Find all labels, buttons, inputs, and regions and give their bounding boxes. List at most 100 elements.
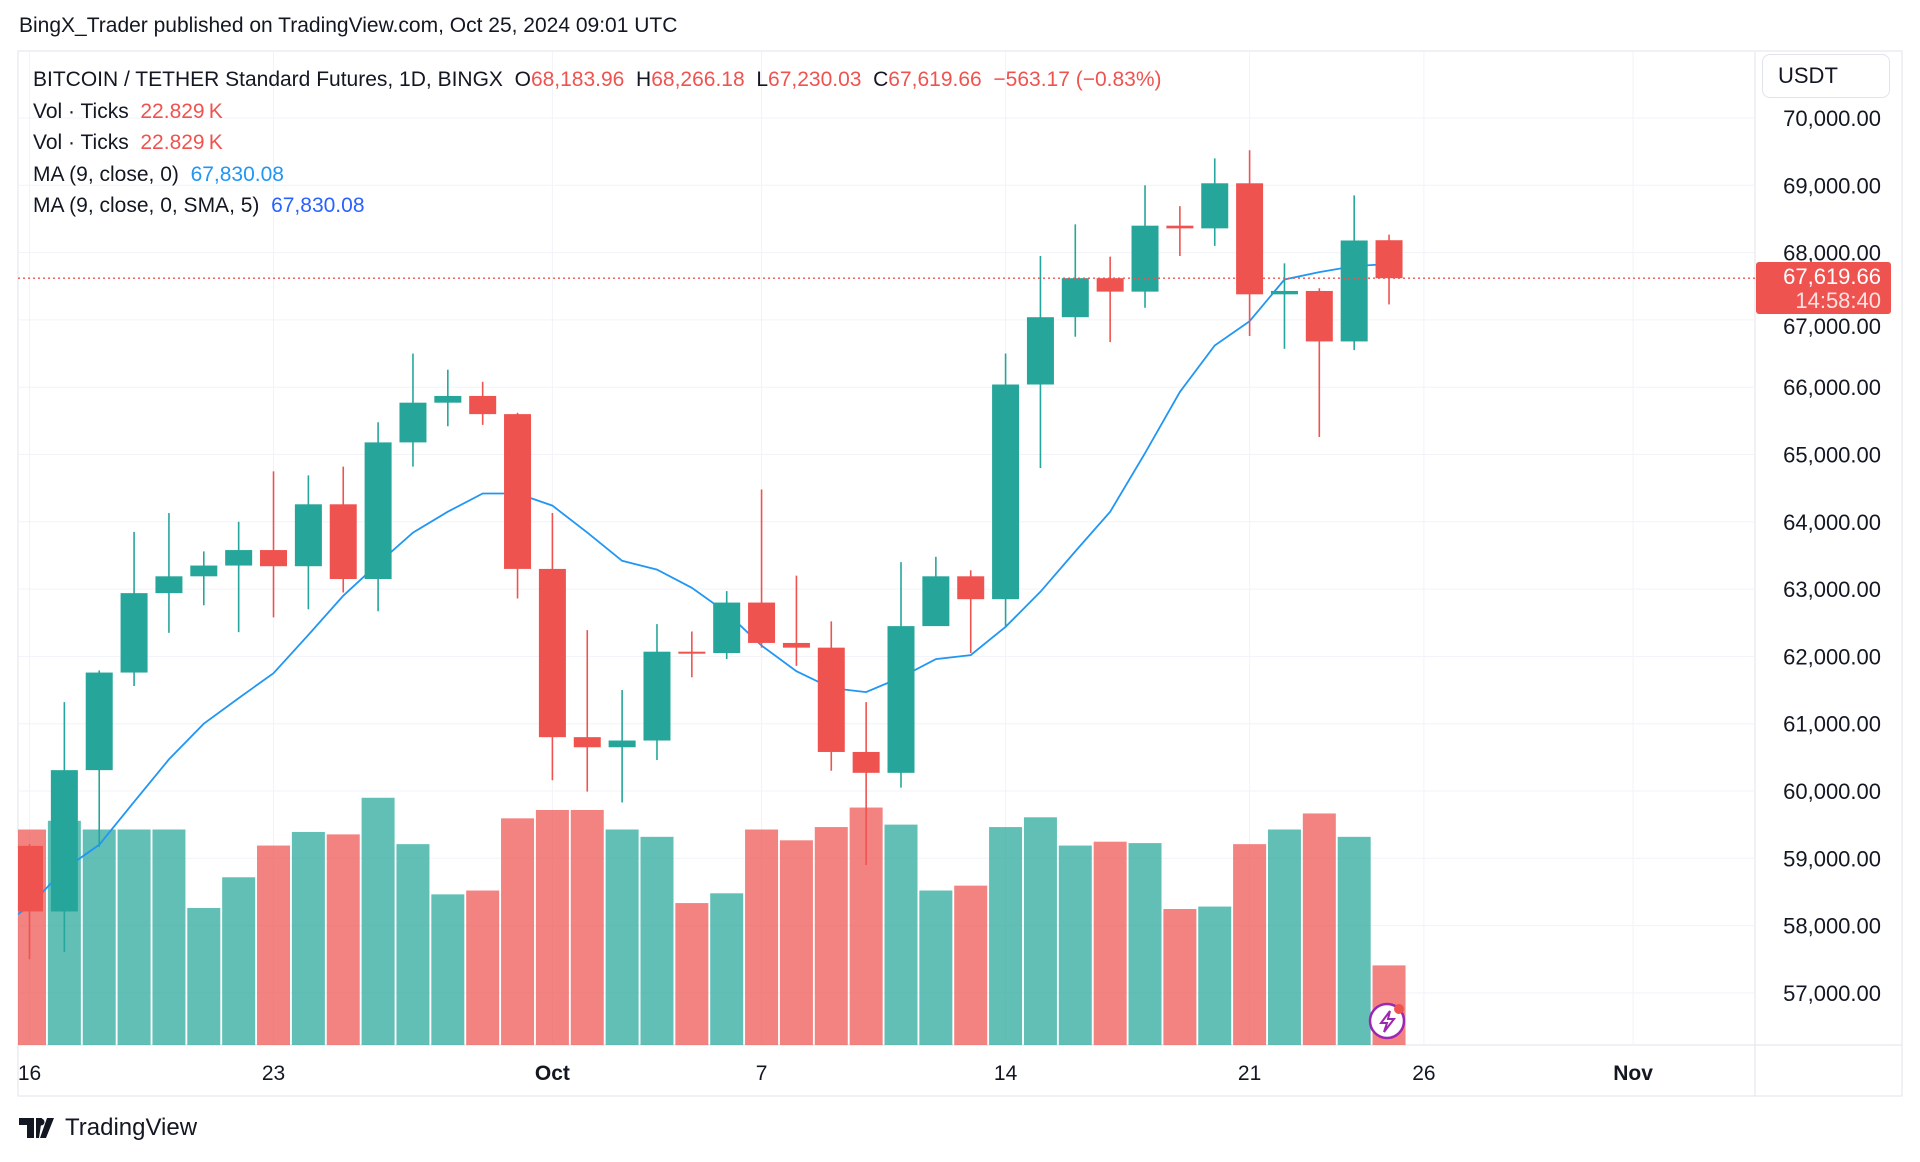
- volume-legend-2[interactable]: Vol · Ticks 22.829 K: [33, 127, 1162, 159]
- candle-body: [504, 414, 532, 569]
- symbol-legend[interactable]: BITCOIN / TETHER Standard Futures, 1D, B…: [33, 64, 1162, 96]
- x-tick-label: 21: [1238, 1062, 1261, 1085]
- low-label: L: [756, 68, 769, 91]
- candle-body: [1166, 225, 1194, 229]
- vol-value: 22.829 K: [140, 131, 223, 155]
- candle-body: [469, 395, 497, 415]
- candle-body: [294, 504, 322, 567]
- close-label: C: [873, 68, 889, 91]
- candle-body: [260, 550, 288, 567]
- ma-label: MA (9, close, 0, SMA, 5): [33, 194, 260, 218]
- high-value: 68,266.18: [651, 68, 745, 91]
- candles: [18, 150, 1403, 960]
- candle-body: [1131, 225, 1159, 292]
- volume-bar: [291, 831, 325, 1045]
- time-axis: 16 23 Oct 7 14 21 26 Nov: [18, 1062, 1653, 1085]
- volume-bar: [1233, 844, 1267, 1045]
- vol-label: Vol · Ticks: [33, 131, 129, 155]
- y-tick-label: 66,000.00: [1783, 375, 1881, 400]
- volume-bar: [884, 824, 918, 1045]
- volume-legend-1[interactable]: Vol · Ticks 22.829 K: [33, 96, 1162, 128]
- volume-bar: [1128, 843, 1162, 1045]
- y-tick-label: 69,000.00: [1783, 173, 1881, 198]
- volume-bar: [1058, 845, 1092, 1045]
- ma-legend-2[interactable]: MA (9, close, 0, SMA, 5) 67,830.08: [33, 190, 1162, 222]
- volume-bar: [675, 903, 709, 1045]
- y-tick-label: 58,000.00: [1783, 914, 1881, 939]
- volume-bar: [1337, 836, 1371, 1045]
- volume-bar: [396, 844, 430, 1045]
- candle-body: [817, 647, 845, 752]
- last-price-badge: [1756, 262, 1891, 314]
- candle-body: [1061, 278, 1089, 318]
- x-tick-label: 7: [756, 1062, 768, 1085]
- candle-body: [887, 626, 915, 773]
- volume-bar: [745, 829, 779, 1045]
- volume-bar: [222, 877, 256, 1045]
- volume-bars: [18, 797, 1406, 1045]
- change-value: −563.17 (−0.83%): [993, 68, 1162, 91]
- y-tick-label: 65,000.00: [1783, 443, 1881, 468]
- volume-bar: [814, 827, 848, 1045]
- close-value: 67,619.66: [888, 68, 982, 91]
- x-tick-label: 14: [994, 1062, 1018, 1085]
- vol-value: 22.829 K: [140, 99, 223, 123]
- x-tick-label: Oct: [535, 1062, 570, 1085]
- volume-bar: [1023, 817, 1057, 1045]
- candle-body: [155, 576, 183, 594]
- candle-body: [399, 402, 427, 443]
- volume-bar: [570, 809, 604, 1045]
- volume-bar: [1267, 829, 1301, 1045]
- y-tick-label: 64,000.00: [1783, 510, 1881, 535]
- candle-body: [643, 651, 671, 741]
- volume-bar: [640, 836, 674, 1045]
- brand-name: TradingView: [65, 1114, 198, 1141]
- volume-bar: [152, 829, 186, 1045]
- candle-body: [748, 602, 776, 643]
- candle-body: [1375, 240, 1403, 279]
- lightning-icon[interactable]: [1368, 1002, 1406, 1040]
- publisher-line: BingX_Trader published on TradingView.co…: [19, 14, 678, 37]
- x-tick-label: 26: [1412, 1062, 1435, 1085]
- candle-body: [713, 602, 741, 654]
- candle-body: [18, 845, 43, 912]
- candle-body: [329, 504, 357, 580]
- candle-body: [782, 642, 810, 648]
- y-tick-label: 59,000.00: [1783, 846, 1881, 871]
- volume-bar: [117, 829, 151, 1045]
- candle-body: [1236, 183, 1264, 295]
- tradingview-logo[interactable]: TradingView: [19, 1114, 197, 1142]
- candle-body: [225, 550, 253, 566]
- candle-body: [1026, 317, 1054, 385]
- candle-body: [852, 751, 880, 773]
- volume-bar: [535, 809, 569, 1045]
- y-tick-label: 63,000.00: [1783, 577, 1881, 602]
- candle-body: [120, 593, 148, 673]
- volume-bar: [1198, 906, 1232, 1045]
- chart-legend: BITCOIN / TETHER Standard Futures, 1D, B…: [33, 64, 1162, 222]
- candle-body: [957, 576, 985, 600]
- candle-body: [538, 568, 566, 738]
- volume-bar: [466, 890, 500, 1045]
- y-tick-label: 62,000.00: [1783, 644, 1881, 669]
- x-tick-label: Nov: [1613, 1062, 1653, 1085]
- y-tick-label: 67,000.00: [1783, 314, 1881, 339]
- candle-body: [1201, 183, 1229, 229]
- candle-body: [1096, 278, 1124, 292]
- open-value: 68,183.96: [530, 68, 625, 91]
- candle-body: [364, 442, 392, 580]
- candle-body: [1305, 290, 1333, 342]
- volume-bar: [954, 885, 988, 1045]
- price-axis: 57,000.00 58,000.00 59,000.00 60,000.00 61,0…: [1783, 106, 1881, 1006]
- x-tick-label: 16: [18, 1062, 41, 1085]
- candle-body: [922, 576, 950, 627]
- y-tick-label: 60,000.00: [1783, 779, 1881, 804]
- volume-bar: [919, 890, 953, 1045]
- candle-body: [573, 737, 601, 748]
- volume-bar: [82, 829, 116, 1045]
- ma-legend-1[interactable]: MA (9, close, 0) 67,830.08: [33, 159, 1162, 191]
- ma-value: 67,830.08: [271, 194, 365, 218]
- currency-button[interactable]: USDT: [1762, 54, 1890, 98]
